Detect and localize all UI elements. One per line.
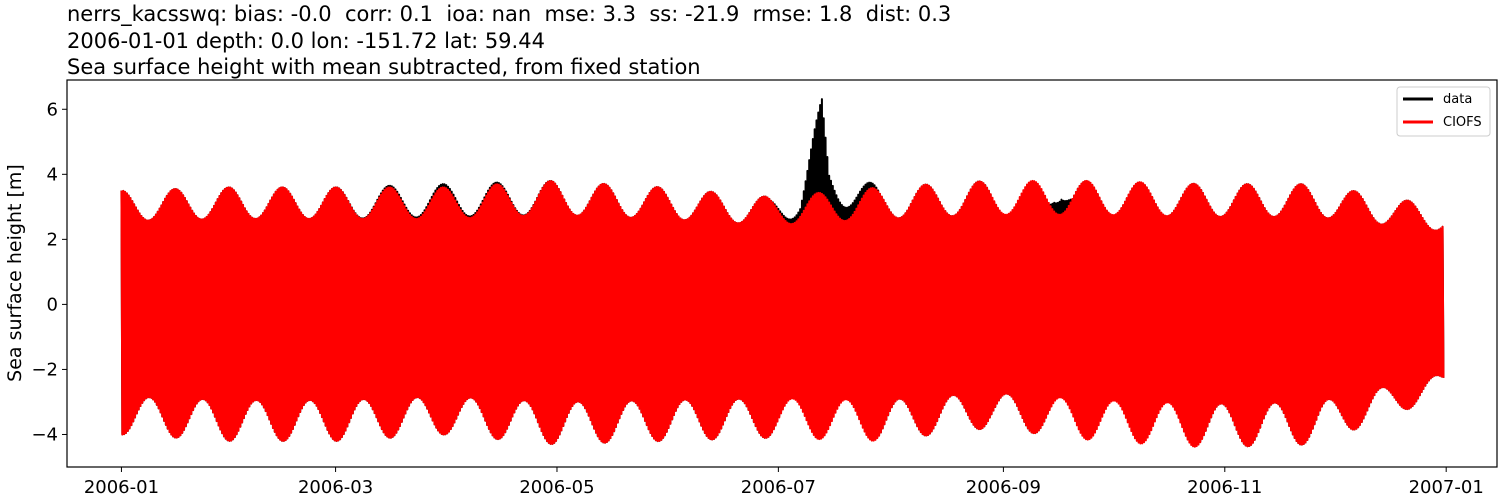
title-line-stats: nerrs_kacsswq: bias: -0.0 corr: 0.1 ioa:… [67,2,952,26]
x-tick-label: 2006-11 [1187,477,1262,498]
y-tick-label: −2 [31,359,58,380]
y-tick-label: 0 [47,294,58,315]
y-tick-label: 2 [47,229,58,250]
x-tick-label: 2006-01 [84,477,159,498]
axes-layer: 2006-01 2006-03 2006-05 2006-07 2006-09 2006-… [31,99,1483,498]
y-tick-label: −4 [31,424,58,445]
title-line-location: 2006-01-01 depth: 0.0 lon: -151.72 lat: … [67,28,545,53]
legend-label-ciofs: CIOFS [1443,115,1482,130]
y-axis-label: Sea surface height [m] [4,164,26,382]
x-tick-label: 2007-01 [1409,477,1484,498]
series-line-ciofs [120,179,1445,448]
legend-label-data: data [1443,92,1472,107]
legend: data CIOFS [1396,86,1491,137]
chart-title: nerrs_kacsswq: bias: -0.0 corr: 0.1 ioa:… [67,1,951,81]
x-tick-label: 2006-03 [298,477,373,498]
series-layer [120,98,1445,448]
x-tick-label: 2006-05 [519,477,594,498]
y-tick-label: 4 [47,164,58,185]
x-tick-label: 2006-09 [966,477,1041,498]
x-tick-label: 2006-07 [741,477,816,498]
title-line-description: Sea surface height with mean subtracted,… [67,55,701,79]
plot-frame [66,79,1498,468]
y-tick-label: 6 [47,99,58,120]
